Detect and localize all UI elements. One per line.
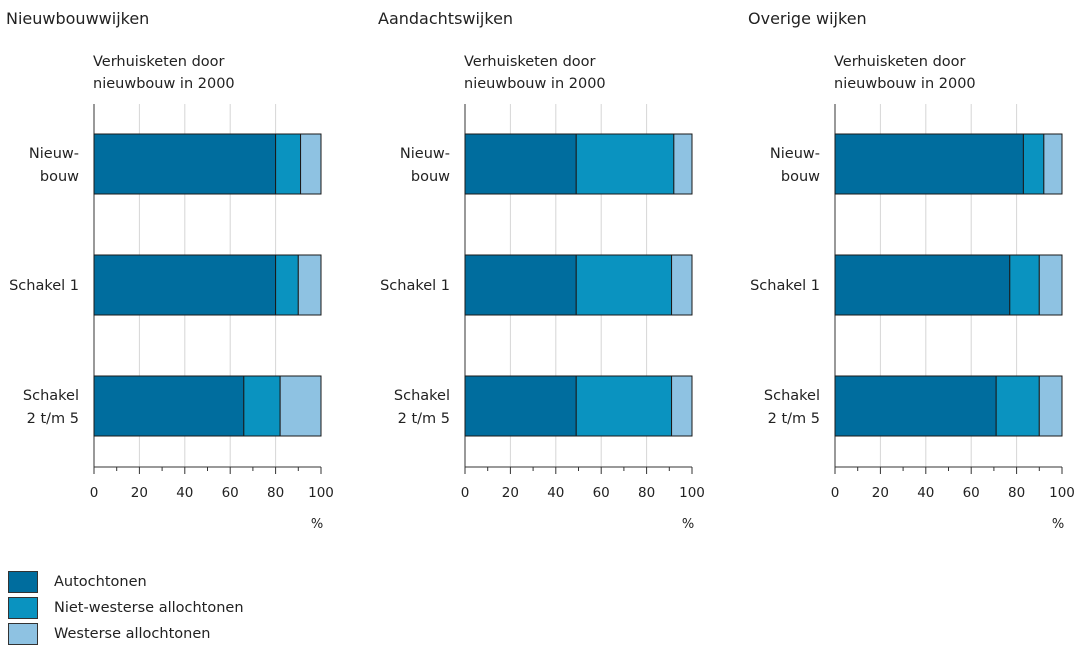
x-tick-label: 60 [222, 485, 239, 501]
category-label-line: bouw [781, 169, 820, 185]
panel-title: Nieuwbouwwijken [6, 9, 149, 28]
legend-item-niet-westerse: Niet-westerse allochtonen [8, 595, 244, 621]
category-label-line: bouw [411, 169, 450, 185]
category-label: Schakel 2 t/m 5 [23, 388, 79, 427]
category-label: Nieuw-bouw [770, 146, 820, 185]
bar-segment-westerse [300, 133, 322, 195]
x-tick-label: 0 [90, 485, 99, 501]
x-unit-label: % [682, 517, 694, 532]
bar-segment-niet-westerse [275, 133, 302, 195]
bar-segment-niet-westerse [995, 375, 1040, 437]
legend-label-autochtonen: Autochtonen [54, 574, 147, 590]
subtitle-line: nieuwbouw in 2000 [464, 76, 606, 92]
panel-title: Aandachtswijken [378, 9, 513, 28]
category-label-line: 2 t/m 5 [27, 411, 79, 427]
panel-subtitle: Verhuisketen door nieuwbouw in 2000 [464, 54, 606, 92]
bar-segment-autochtonen [834, 133, 1024, 195]
subtitle-line: nieuwbouw in 2000 [93, 76, 235, 92]
bar-segment-westerse [673, 133, 693, 195]
bar-segment-niet-westerse [575, 133, 675, 195]
subtitle-line: nieuwbouw in 2000 [834, 76, 976, 92]
category-label: Schakel 1 [750, 278, 820, 294]
bar-segment-autochtonen [93, 133, 277, 195]
category-label-line: Schakel [764, 388, 820, 404]
bar-segment-autochtonen [464, 254, 577, 316]
bar-segment-niet-westerse [275, 254, 299, 316]
x-tick-label: 60 [593, 485, 610, 501]
bar-segment-autochtonen [834, 375, 997, 437]
category-label-line: 2 t/m 5 [768, 411, 820, 427]
legend: Autochtonen Niet-westerse allochtonen We… [8, 569, 244, 647]
legend-swatch-westerse [8, 623, 38, 645]
legend-item-westerse: Westerse allochtonen [8, 621, 244, 647]
category-label: Nieuw-bouw [400, 146, 450, 185]
bar-segment-westerse [279, 375, 322, 437]
x-tick-label: 20 [502, 485, 519, 501]
category-label-line: Schakel [23, 388, 79, 404]
category-label-line: Schakel 1 [380, 278, 450, 294]
x-tick-label: 0 [461, 485, 470, 501]
category-label-line: Schakel 1 [9, 278, 79, 294]
panel-title: Overige wijken [748, 9, 867, 28]
bar-segment-autochtonen [464, 375, 577, 437]
bar-segment-autochtonen [834, 254, 1011, 316]
bar-segment-westerse [1038, 375, 1063, 437]
panel-subtitle: Verhuisketen door nieuwbouw in 2000 [93, 54, 235, 92]
legend-label-westerse: Westerse allochtonen [54, 626, 211, 642]
category-label-line: Schakel [394, 388, 450, 404]
category-label-line: Schakel 1 [750, 278, 820, 294]
category-label-line: Nieuw- [400, 146, 450, 162]
bar-segment-westerse [671, 254, 693, 316]
x-tick-label: 40 [176, 485, 193, 501]
bar-segment-westerse [671, 375, 693, 437]
category-label-line: Nieuw- [29, 146, 79, 162]
bar-segment-niet-westerse [1009, 254, 1040, 316]
x-tick-label: 80 [638, 485, 655, 501]
x-tick-label: 80 [1008, 485, 1025, 501]
x-tick-label: 60 [963, 485, 980, 501]
x-tick-label: 40 [917, 485, 934, 501]
bar-segment-niet-westerse [243, 375, 281, 437]
x-tick-label: 40 [547, 485, 564, 501]
subtitle-line: Verhuisketen door [834, 54, 966, 70]
bar-segment-niet-westerse [1022, 133, 1045, 195]
x-tick-label: 20 [872, 485, 889, 501]
category-label-line: bouw [40, 169, 79, 185]
bar-segment-autochtonen [464, 133, 577, 195]
bar-segment-westerse [297, 254, 322, 316]
legend-swatch-niet-westerse [8, 597, 38, 619]
category-label: Schakel 1 [380, 278, 450, 294]
category-label: Schakel 2 t/m 5 [394, 388, 450, 427]
bar-segment-westerse [1043, 133, 1063, 195]
subtitle-line: Verhuisketen door [93, 54, 225, 70]
legend-label-niet-westerse: Niet-westerse allochtonen [54, 600, 244, 616]
category-label: Nieuw-bouw [29, 146, 79, 185]
bar-segment-niet-westerse [575, 375, 673, 437]
x-tick-label: 0 [831, 485, 840, 501]
x-unit-label: % [311, 517, 323, 532]
x-tick-label: 100 [1049, 485, 1075, 501]
x-tick-label: 100 [308, 485, 334, 501]
bar-segment-niet-westerse [575, 254, 673, 316]
legend-swatch-autochtonen [8, 571, 38, 593]
x-tick-label: 100 [679, 485, 705, 501]
x-tick-label: 20 [131, 485, 148, 501]
subtitle-line: Verhuisketen door [464, 54, 596, 70]
x-unit-label: % [1052, 517, 1064, 532]
x-tick-label: 80 [267, 485, 284, 501]
legend-item-autochtonen: Autochtonen [8, 569, 244, 595]
panel-subtitle: Verhuisketen door nieuwbouw in 2000 [834, 54, 976, 92]
category-label-line: Nieuw- [770, 146, 820, 162]
category-label-line: 2 t/m 5 [398, 411, 450, 427]
bar-segment-autochtonen [93, 375, 245, 437]
bar-segment-westerse [1038, 254, 1063, 316]
category-label: Schakel 1 [9, 278, 79, 294]
bar-segment-autochtonen [93, 254, 277, 316]
category-label: Schakel 2 t/m 5 [764, 388, 820, 427]
